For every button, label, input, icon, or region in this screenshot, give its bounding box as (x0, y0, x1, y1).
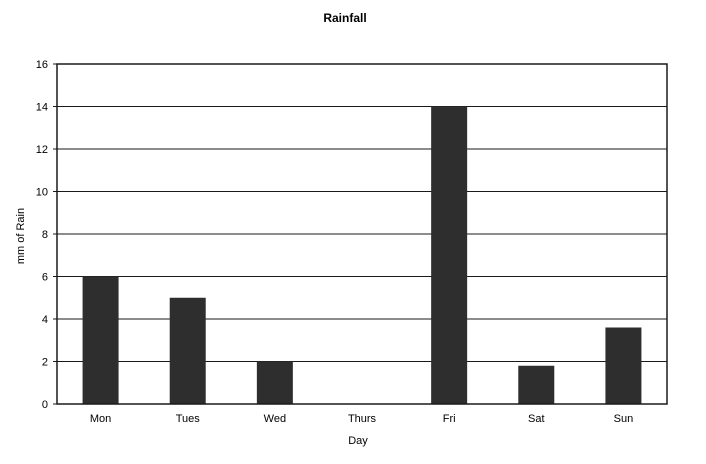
y-tick-labels: 0 2 4 6 8 10 12 14 16 (36, 59, 48, 411)
bar-fri (431, 106, 468, 404)
bar-tues (169, 297, 206, 404)
y-tick-label: 12 (36, 144, 48, 156)
y-axis-label: mm of Rain (15, 208, 27, 264)
bar-wed (256, 361, 293, 404)
chart-title: Rainfall (323, 11, 366, 25)
bars (82, 106, 642, 404)
x-tick-label-sun: Sun (614, 413, 634, 425)
x-axis-label: Day (348, 435, 368, 447)
y-tick-label: 4 (42, 314, 48, 326)
y-tick-label: 16 (36, 59, 48, 71)
x-tick-label-wed: Wed (264, 413, 286, 425)
x-tick-label-thurs: Thurs (348, 413, 377, 425)
bar-sat (518, 365, 555, 404)
y-tick-label: 8 (42, 229, 48, 241)
y-tick-label: 10 (36, 187, 48, 199)
x-category-labels: Mon Tues Wed Thurs Fri Sat Sun (90, 413, 633, 425)
x-tick-label-tues: Tues (176, 413, 201, 425)
gridlines (53, 63, 667, 405)
y-tick-label: 2 (42, 357, 48, 369)
x-tick-label-sat: Sat (528, 413, 545, 425)
y-tick-label: 14 (36, 102, 48, 114)
plot-area-frame (56, 63, 668, 405)
x-tick-label-mon: Mon (90, 413, 111, 425)
y-tick-label: 6 (42, 272, 48, 284)
bar-sun (605, 327, 642, 404)
bar-mon (82, 276, 119, 404)
x-tick-label-fri: Fri (443, 413, 456, 425)
y-tick-label: 0 (42, 399, 48, 411)
